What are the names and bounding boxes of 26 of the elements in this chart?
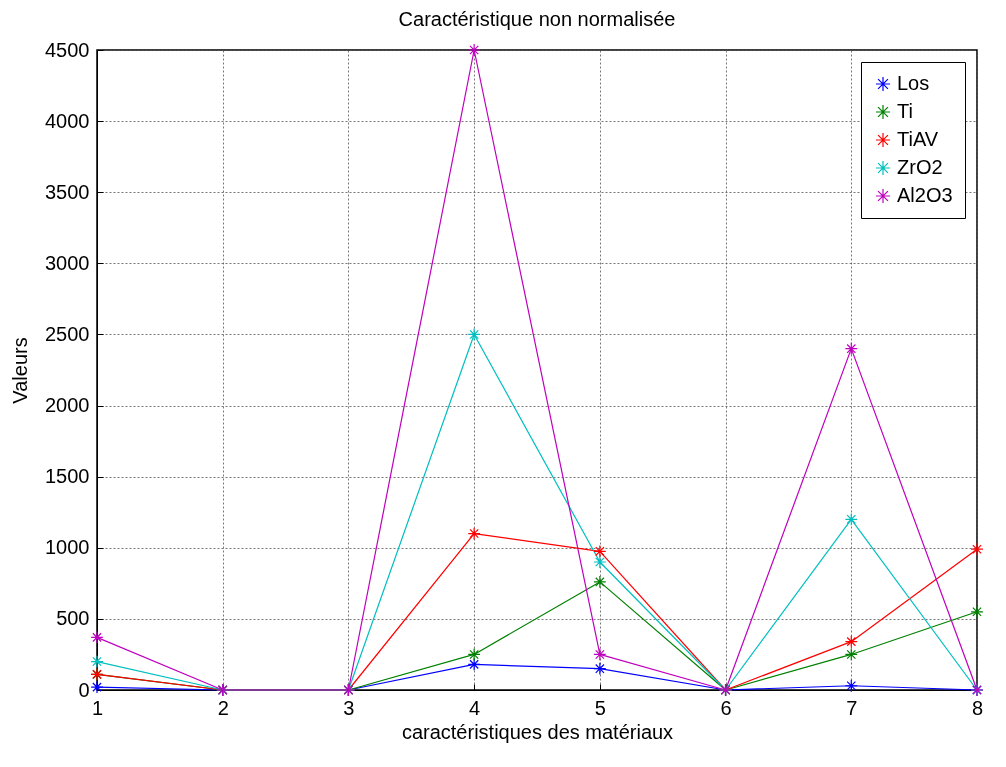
y-tick-label: 0: [78, 678, 90, 701]
x-tick-label: 4: [469, 696, 481, 719]
y-tick-label: 4000: [45, 109, 90, 132]
x-tick-label: 5: [594, 696, 606, 719]
y-tick-label: 500: [56, 607, 90, 630]
x-tick-label: 1: [91, 696, 104, 719]
chart-title: Caractéristique non normalisée: [398, 8, 676, 30]
legend-label: Los: [897, 72, 930, 94]
y-tick-label: 2000: [45, 394, 90, 417]
x-tick-label: 6: [720, 696, 732, 719]
x-tick-label: 3: [343, 696, 355, 719]
y-tick-label: 1500: [45, 465, 90, 488]
y-tick-label: 2500: [45, 322, 90, 345]
legend-label: Al2O3: [897, 184, 953, 206]
y-tick-label: 3000: [45, 251, 90, 274]
y-tick-label: 1000: [45, 536, 90, 559]
legend-label: Ti: [897, 100, 913, 122]
legend-label: TiAV: [897, 128, 939, 150]
legend-label: ZrO2: [897, 156, 943, 178]
y-tick-label: 4500: [45, 38, 90, 61]
x-tick-label: 7: [846, 696, 858, 719]
x-axis-title: caractéristiques des matériaux: [401, 720, 674, 743]
y-axis-title: Valeurs: [9, 337, 32, 404]
y-tick-label: 3500: [45, 180, 90, 203]
x-tick-label: 8: [971, 696, 984, 719]
x-tick-label: 2: [217, 696, 229, 719]
